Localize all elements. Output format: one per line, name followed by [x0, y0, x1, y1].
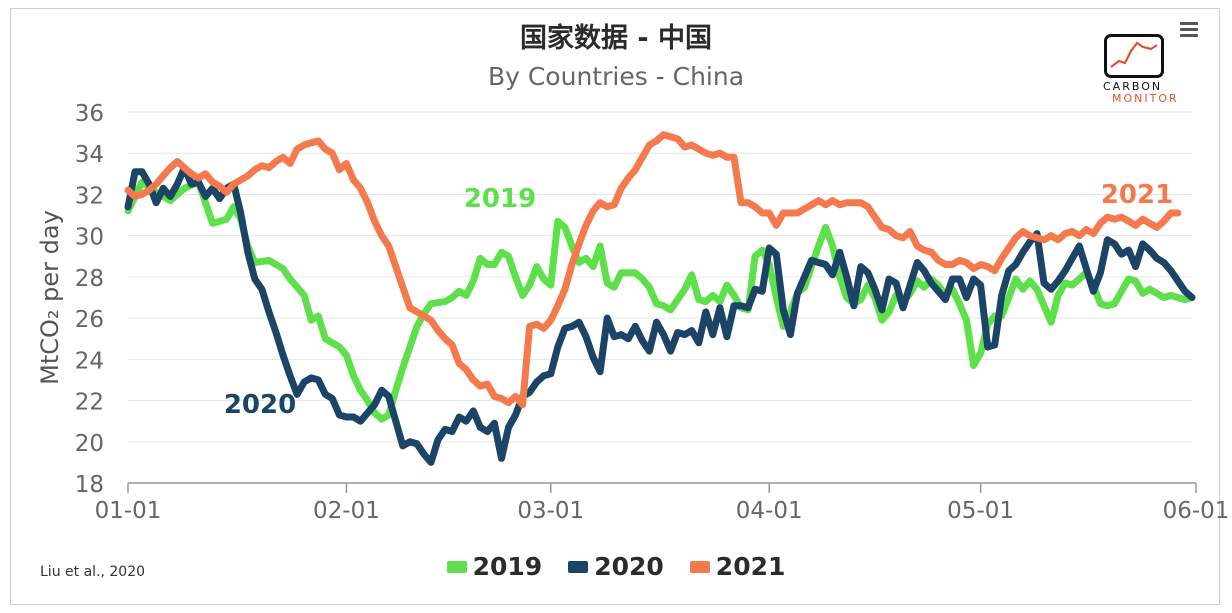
- carbon-monitor-logo: CARBON MONITOR: [1100, 30, 1186, 108]
- source-credit: Liu et al., 2020: [40, 564, 146, 580]
- annotation-2020: 2020: [224, 390, 296, 420]
- chart-frame: [10, 8, 1220, 605]
- y-tick-label: 26: [75, 307, 104, 333]
- chart-subtitle: By Countries - China: [487, 62, 745, 91]
- x-tick-label: 02-01: [313, 498, 380, 524]
- grid-lines: [128, 111, 1192, 484]
- legend-item-2020[interactable]: 2020: [568, 552, 664, 581]
- y-tick-label: 22: [75, 390, 104, 416]
- x-tick-label: 03-01: [517, 498, 584, 524]
- logo-text-carbon: CARBON: [1103, 80, 1163, 93]
- y-tick-label: 24: [75, 348, 104, 374]
- annotation-2021: 2021: [1101, 180, 1173, 210]
- series-line-2020: [124, 164, 1196, 466]
- legend-label-2021: 2021: [715, 552, 786, 581]
- annotation-2019: 2019: [464, 184, 536, 214]
- legend-label-2020: 2020: [594, 552, 664, 581]
- y-tick-label: 20: [75, 431, 104, 457]
- legend-item-2021[interactable]: 2021: [689, 552, 786, 581]
- logo-text-monitor: MONITOR: [1112, 92, 1179, 105]
- series-lines: [124, 131, 1196, 466]
- y-tick-label: 32: [75, 183, 104, 209]
- legend-item-2019[interactable]: 2019: [446, 552, 543, 581]
- legend-swatch-2020: [568, 560, 589, 573]
- legend-swatch-2021: [689, 560, 710, 573]
- series-line-2019: [124, 178, 1196, 423]
- y-tick-label: 18: [75, 472, 104, 498]
- x-tick-label: 05-01: [947, 498, 1014, 524]
- y-tick-label: 34: [75, 142, 104, 168]
- x-tick-label: 06-01: [1163, 498, 1230, 524]
- annotations: 2019 2020 2021: [224, 180, 1173, 420]
- y-tick-label: 30: [75, 225, 104, 251]
- y-axis-label: MtCO₂ per day: [36, 210, 64, 385]
- legend-swatch-2019: [446, 560, 467, 573]
- series-line-2021: [124, 131, 1182, 409]
- chart-title: 国家数据 - 中国: [519, 23, 712, 54]
- hamburger-menu-icon[interactable]: [1180, 22, 1198, 38]
- legend: 2019 2020 2021: [0, 552, 1232, 581]
- y-tick-label: 28: [75, 266, 104, 292]
- x-tick-label: 01-01: [95, 498, 162, 524]
- x-tick-label: 04-01: [736, 498, 803, 524]
- logo-chart-icon: [1104, 34, 1164, 78]
- axes: 18 20 22 24 26 28 30 32 34 36 01-01 02-01 03-01 04-01…: [36, 101, 1229, 524]
- y-tick-label: 36: [75, 101, 104, 127]
- legend-label-2019: 2019: [472, 552, 543, 581]
